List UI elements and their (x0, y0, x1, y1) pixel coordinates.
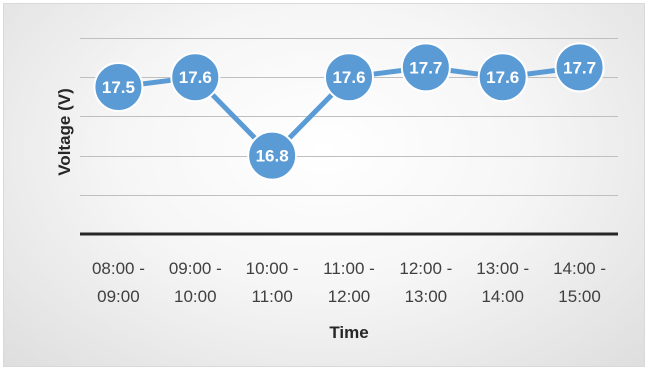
gridlines (80, 38, 618, 196)
data-point (247, 130, 298, 181)
data-point (324, 52, 374, 103)
x-tick-label: 14:00 (481, 287, 524, 306)
data-label: 17.7 (563, 58, 596, 77)
data-label: 16.8 (256, 147, 289, 166)
x-tick-label: 09:00 (97, 287, 140, 306)
x-tick-label: 10:00 (174, 287, 217, 306)
data-point (477, 52, 528, 103)
data-label: 17.5 (102, 78, 135, 97)
x-tick-label: 10:00 - (246, 259, 299, 278)
x-tick-label: 08:00 - (92, 259, 145, 278)
x-axis-title: Time (329, 323, 368, 342)
data-markers: 17.5 17.6 16.8 17.6 17.7 17.6 17.7 (93, 42, 605, 181)
x-tick-label: 12:00 (328, 287, 371, 306)
x-tick-label: 12:00 - (399, 259, 452, 278)
data-label: 17.6 (486, 68, 519, 87)
x-tick-labels: 08:00 - 09:00 09:00 - 10:00 10:00 - 11:00 11:0… (92, 259, 606, 306)
data-point (93, 62, 144, 112)
x-tick-label: 11:00 (252, 287, 293, 306)
y-axis-title: Voltage (V) (55, 88, 74, 176)
x-tick-label: 13:00 (405, 287, 448, 306)
x-tick-label: 11:00 - (323, 259, 375, 278)
data-label: 17.6 (332, 68, 365, 87)
data-point (170, 52, 221, 103)
data-point (554, 42, 605, 93)
x-tick-label: 09:00 - (169, 259, 222, 278)
x-tick-label: 13:00 - (476, 259, 529, 278)
data-point (400, 42, 451, 93)
x-tick-label: 14:00 - (553, 259, 606, 278)
data-label: 17.7 (409, 58, 442, 77)
x-tick-label: 15:00 (558, 287, 601, 306)
data-label: 17.6 (179, 68, 212, 87)
